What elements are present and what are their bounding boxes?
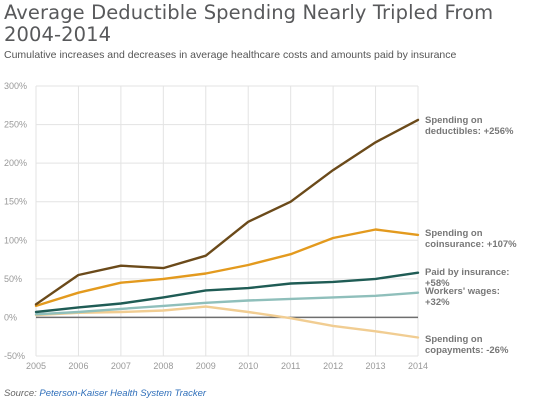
x-tick-label: 2007 <box>111 361 131 371</box>
series-label-line: Spending on <box>425 334 483 345</box>
x-tick-label: 2005 <box>26 361 46 371</box>
series-label-line: Spending on <box>425 115 483 126</box>
series-labels: Spending on deductibles: +256%Spending on… <box>425 115 517 356</box>
series-line-copayments <box>34 305 420 339</box>
series-label-deductibles: Spending on deductibles: +256% <box>425 115 514 137</box>
series-label-line: deductibles: +256% <box>425 126 514 137</box>
series-label-line: Workers' wages: <box>425 286 500 297</box>
grid-lines <box>35 85 419 357</box>
series-label-line: Spending on <box>425 228 483 239</box>
y-tick-label: 300% <box>4 81 27 91</box>
y-tick-label: 50% <box>4 274 22 284</box>
x-tick-label: 2013 <box>366 361 386 371</box>
y-tick-label: 0% <box>4 312 17 322</box>
y-tick-label: 150% <box>4 197 27 207</box>
y-axis-tick-labels: -50% 0% 50% 100% 150% 200% 250% 300% <box>4 81 27 361</box>
series-line-deductibles <box>34 118 420 306</box>
series-label-line: +32% <box>425 297 450 308</box>
series-label-line: coinsurance: +107% <box>425 239 517 250</box>
x-axis-tick-labels: 2005 2006 2007 2008 2009 2010 2011 2012 2013 2014 <box>26 361 428 371</box>
y-tick-label: 250% <box>4 120 27 130</box>
y-tick-label: 100% <box>4 235 27 245</box>
series-label-coinsurance: Spending on coinsurance: +107% <box>425 228 517 250</box>
series-line-coinsurance <box>34 228 420 308</box>
chart-title: Average Deductible Spending Nearly Tripl… <box>4 1 494 46</box>
y-tick-label: -50% <box>4 351 25 361</box>
x-tick-label: 2014 <box>408 361 428 371</box>
x-tick-label: 2011 <box>281 361 300 371</box>
y-tick-label: 200% <box>4 158 27 168</box>
line-chart: -50%0%50%100%150%200%250%300% 2005 2006 20… <box>4 81 517 371</box>
series-line-workers-wages <box>34 291 420 316</box>
series-label-copayments: Spending on copayments: -26% <box>425 334 509 356</box>
series-label-line: copayments: -26% <box>425 345 509 356</box>
series-label-paid-by-insurance: Paid by insurance: +58% <box>425 267 509 289</box>
x-tick-label: 2010 <box>238 361 258 371</box>
source-note: Source: Peterson-Kaiser Health System Tr… <box>4 388 206 399</box>
source-prefix: Source: <box>4 388 40 399</box>
series-lines <box>34 118 420 339</box>
chart-subtitle: Cumulative increases and decreases in av… <box>4 49 457 61</box>
source-link[interactable]: Peterson-Kaiser Health System Tracker <box>39 388 207 399</box>
series-line-paid-by-insurance <box>34 271 420 314</box>
x-tick-label: 2012 <box>323 361 343 371</box>
x-tick-label: 2009 <box>196 361 216 371</box>
series-label-line: +58% <box>425 278 450 289</box>
x-tick-label: 2008 <box>153 361 173 371</box>
series-label-workers-wages: Workers' wages: +32% <box>425 286 500 308</box>
x-tick-label: 2006 <box>68 361 88 371</box>
series-label-line: Paid by insurance: <box>425 267 509 278</box>
